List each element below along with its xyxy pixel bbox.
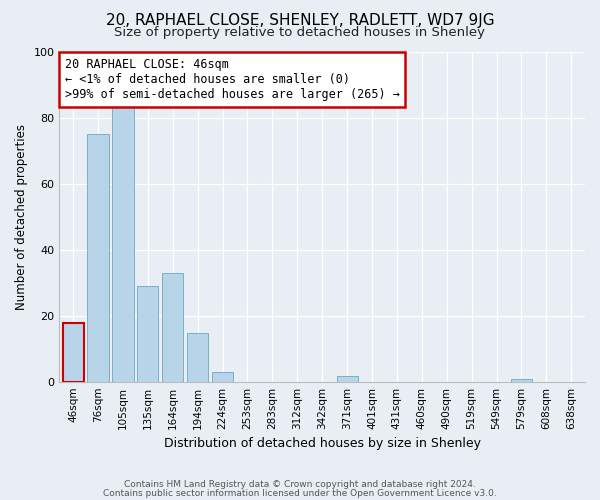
- Text: 20 RAPHAEL CLOSE: 46sqm
← <1% of detached houses are smaller (0)
>99% of semi-de: 20 RAPHAEL CLOSE: 46sqm ← <1% of detache…: [65, 58, 400, 101]
- Bar: [88, 134, 109, 382]
- Bar: [112, 104, 134, 382]
- Text: 20, RAPHAEL CLOSE, SHENLEY, RADLETT, WD7 9JG: 20, RAPHAEL CLOSE, SHENLEY, RADLETT, WD7…: [106, 12, 494, 28]
- Text: Contains public sector information licensed under the Open Government Licence v3: Contains public sector information licen…: [103, 489, 497, 498]
- Text: Size of property relative to detached houses in Shenley: Size of property relative to detached ho…: [115, 26, 485, 39]
- Bar: [137, 286, 158, 382]
- Y-axis label: Number of detached properties: Number of detached properties: [15, 124, 28, 310]
- Text: Contains HM Land Registry data © Crown copyright and database right 2024.: Contains HM Land Registry data © Crown c…: [124, 480, 476, 489]
- Bar: [212, 372, 233, 382]
- Bar: [162, 273, 184, 382]
- Bar: [187, 332, 208, 382]
- Bar: [337, 376, 358, 382]
- Bar: [511, 379, 532, 382]
- X-axis label: Distribution of detached houses by size in Shenley: Distribution of detached houses by size …: [164, 437, 481, 450]
- Bar: [62, 323, 84, 382]
